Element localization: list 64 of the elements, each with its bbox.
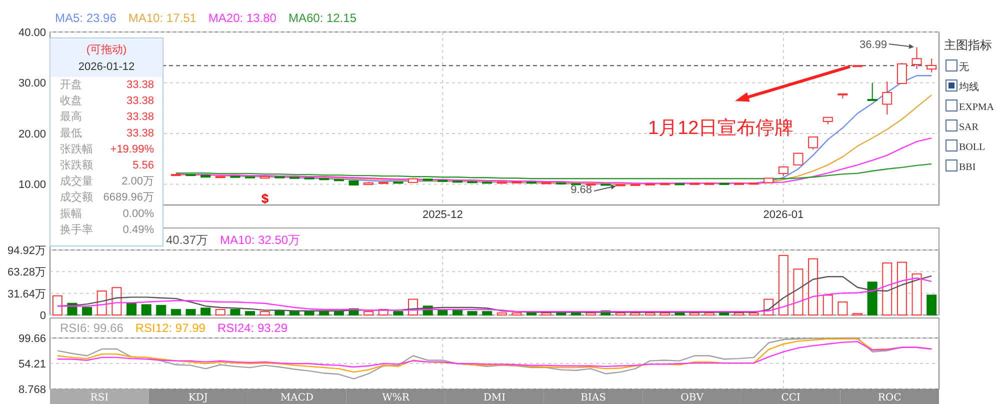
y-tick-label: 10.00 (18, 179, 46, 192)
category-label: SAR (959, 122, 979, 133)
text: 主图指标 (944, 38, 992, 52)
category-label: BBI (959, 162, 976, 173)
y-tick-label: 31.64万 (7, 288, 46, 300)
series-label: RSI12: 97.99 (135, 321, 206, 335)
text: 33.38 (126, 111, 154, 124)
series-label: RSI6: 99.66 (60, 321, 124, 335)
category-label: 开盘 (60, 79, 82, 91)
annotation: 1月12日宣布停牌 (648, 117, 794, 139)
category-label: CCI (781, 392, 801, 404)
y-tick-label: 63.28万 (7, 266, 46, 279)
category-label: BIAS (580, 392, 606, 404)
text: 0.00% (122, 208, 154, 220)
text: RSI24: 93.29 (217, 321, 288, 335)
category-label: W%R (382, 392, 410, 404)
category-label: 张跌额 (60, 158, 93, 172)
y-tick-label: 54.21 (18, 358, 46, 370)
y-tick-label: 8.768 (18, 384, 46, 396)
text: 2.00万 (122, 176, 154, 188)
text: (可拖动) (86, 44, 127, 56)
y-tick-label: 99.66 (18, 333, 46, 345)
y-tick-label: 40.00 (18, 27, 46, 39)
text: 33.38 (126, 95, 154, 108)
text: 33.38 (126, 127, 154, 140)
category-label: ROC (878, 392, 902, 404)
y-tick-label: 30.00 (18, 78, 46, 90)
y-tick-label: 94.92万 (7, 245, 46, 257)
text: 2026-01-12 (78, 61, 135, 73)
category-label: 振幅 (60, 208, 82, 220)
category-label: 换手率 (60, 222, 93, 236)
category-label: DMI (483, 392, 506, 404)
category-label: 成交量 (60, 174, 93, 188)
text: MA20: 13.80 (208, 11, 277, 25)
y-tick-label: 0 (40, 310, 46, 322)
category-label: MACD (280, 392, 314, 404)
category-label: 最低 (60, 127, 82, 140)
text: MA60: 12.15 (288, 11, 357, 25)
category-label: OBV (680, 392, 704, 404)
text: 33.38 (126, 79, 154, 91)
category-label: EXPMA (959, 102, 995, 113)
text: MA10: 32.50万 (220, 233, 300, 247)
y-tick-label: 20.00 (18, 128, 46, 140)
x-tick-label: 2026-01 (763, 209, 804, 221)
category-label: 无 (959, 62, 969, 73)
category-label: 收盘 (60, 95, 82, 108)
annotation: $ (261, 191, 270, 206)
text: 5.56 (132, 160, 154, 172)
category-label: BOLL (959, 142, 986, 153)
category-label: 张跌幅 (60, 142, 93, 156)
annotation: 36.99 (859, 39, 887, 51)
category-label: 成交额 (60, 190, 93, 204)
category-label: 最高 (60, 110, 82, 124)
text: 0.49% (122, 224, 154, 236)
text: MA10: 17.51 (128, 11, 197, 25)
x-tick-label: 2025-12 (422, 209, 463, 221)
text: 6689.96万 (103, 192, 154, 204)
text: 40.37万 (166, 233, 208, 247)
category-label: RSI (90, 392, 109, 404)
text: MA5: 23.96 (55, 11, 117, 25)
text: +19.99% (110, 143, 154, 156)
category-label: KDJ (188, 392, 208, 404)
category-label: 均线 (958, 81, 979, 93)
annotation: 9.68 (570, 184, 592, 196)
